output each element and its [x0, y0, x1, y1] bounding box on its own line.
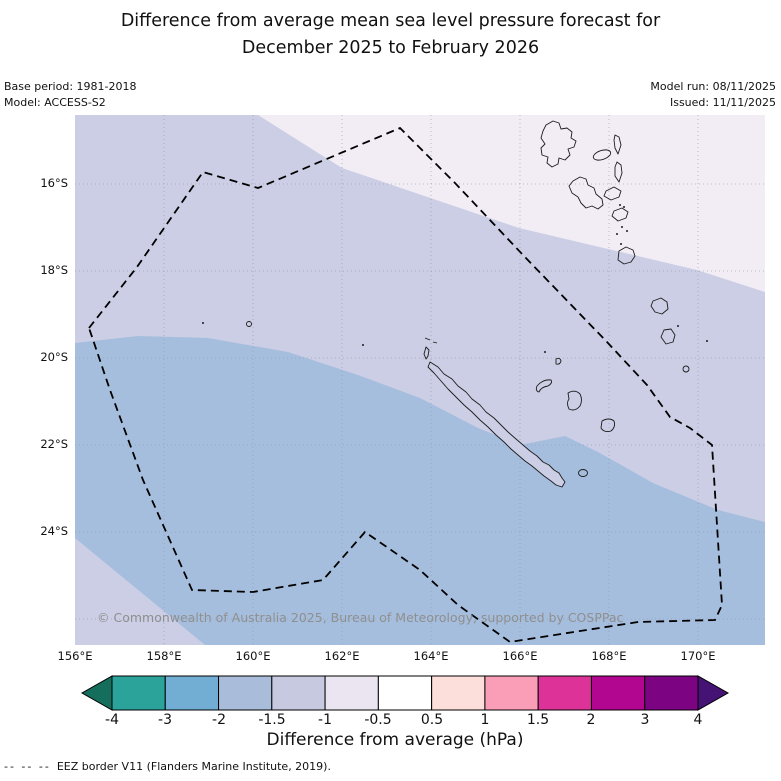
- x-tick-label: 166°E: [502, 649, 538, 663]
- island-malakula: [568, 176, 604, 210]
- colorbar-band: [537, 675, 592, 711]
- colorbar-tick: -0.5: [364, 712, 392, 728]
- x-tick-label: 162°E: [324, 649, 360, 663]
- model-run-text: Model run: 08/11/2025: [650, 80, 776, 93]
- copyright-text: © Commonwealth of Australia 2025, Bureau…: [97, 610, 624, 625]
- colorbar-band: [271, 675, 326, 711]
- island-epi: [611, 207, 629, 222]
- reef-surprise: [432, 341, 438, 344]
- colorbar-tick: 2: [586, 712, 596, 728]
- island-aneityum: [682, 365, 690, 373]
- island-isle-of-pines: [578, 469, 588, 477]
- colorbar-band: [484, 675, 539, 711]
- colorbar-band: [218, 675, 273, 711]
- colorbar-right-arrow: [697, 675, 730, 711]
- island-belep: [423, 346, 430, 360]
- x-tick-label: 156°E: [57, 649, 93, 663]
- eez-border: [87, 126, 723, 643]
- island-erromango: [650, 297, 669, 315]
- islands: [202, 120, 708, 488]
- model-text: Model: ACCESS-S2: [4, 96, 106, 109]
- colorbar: [80, 675, 730, 711]
- colorbar-band: [431, 675, 486, 711]
- reef-specks: [202, 204, 708, 353]
- colorbar-band: [590, 675, 646, 711]
- reef-astrolabe: [555, 357, 562, 365]
- colorbar-tick: 0.5: [420, 712, 444, 728]
- colorbar-band: [377, 675, 433, 711]
- y-tick-label: 16°S: [40, 176, 68, 190]
- island-ouvea: [535, 379, 553, 393]
- eez-note-text: EEZ border V11 (Flanders Marine Institut…: [56, 760, 331, 773]
- issued-text: Issued: 11/11/2025: [669, 96, 776, 109]
- page-title: Difference from average mean sea level p…: [0, 8, 781, 62]
- colorbar-tick: -4: [105, 712, 119, 728]
- meta-left: Base period: 1981-2018 Model: ACCESS-S2: [4, 79, 136, 111]
- x-tick-label: 168°E: [591, 649, 627, 663]
- reef-ring-chesterfield: [246, 321, 252, 327]
- island-pentecost: [614, 161, 623, 183]
- title-line2: December 2025 to February 2026: [241, 38, 540, 58]
- colorbar-tick: 4: [693, 712, 703, 728]
- colorbar-tick: 3: [640, 712, 650, 728]
- y-tick-label: 22°S: [40, 437, 68, 451]
- island-lifou: [567, 390, 582, 411]
- colorbar-band: [324, 675, 379, 711]
- region-northeast-band: [258, 115, 765, 292]
- title-line1: Difference from average mean sea level p…: [120, 11, 661, 31]
- pressure-difference-map: [75, 115, 765, 645]
- colorbar-label: Difference from average (hPa): [266, 730, 524, 750]
- y-tick-label: 24°S: [40, 524, 68, 538]
- colorbar-tick: 1.5: [526, 712, 550, 728]
- reef-huon: [424, 337, 431, 341]
- island-mare: [600, 418, 616, 433]
- colorbar-left-arrow: [80, 675, 113, 711]
- y-tick-label: 20°S: [40, 350, 68, 364]
- map-canvas: [75, 115, 765, 645]
- colorbar-tick: -1: [318, 712, 332, 728]
- colorbar-tick: 1: [480, 712, 490, 728]
- colorbar-band: [164, 675, 220, 711]
- island-maewo: [613, 134, 622, 155]
- colorbar-tick: -3: [158, 712, 172, 728]
- colorbar-band: [111, 675, 166, 711]
- island-efate: [617, 246, 636, 265]
- colorbar-tick: -2: [212, 712, 226, 728]
- grid-lines: [75, 115, 765, 645]
- island-new-caledonia: [427, 361, 566, 488]
- island-aoba: [592, 149, 612, 161]
- island-espiritu-santo: [540, 120, 577, 168]
- eez-dash-swatch: -- -- --: [4, 760, 51, 773]
- base-period-text: Base period: 1981-2018: [4, 80, 137, 93]
- x-tick-label: 158°E: [146, 649, 182, 663]
- region-corner-band: [75, 538, 205, 645]
- region-southwest-band: [75, 336, 765, 645]
- island-ambrym: [603, 186, 622, 201]
- y-tick-label: 18°S: [40, 263, 68, 277]
- x-tick-label: 164°E: [413, 649, 449, 663]
- meta-right: Model run: 08/11/2025 Issued: 11/11/2025: [650, 79, 776, 111]
- colorbar-tick: -1.5: [258, 712, 286, 728]
- x-tick-label: 170°E: [680, 649, 716, 663]
- eez-legend-note: -- -- -- EEZ border V11 (Flanders Marine …: [4, 760, 331, 773]
- x-tick-label: 160°E: [235, 649, 271, 663]
- colorbar-band: [644, 675, 699, 711]
- island-tanna: [660, 328, 676, 345]
